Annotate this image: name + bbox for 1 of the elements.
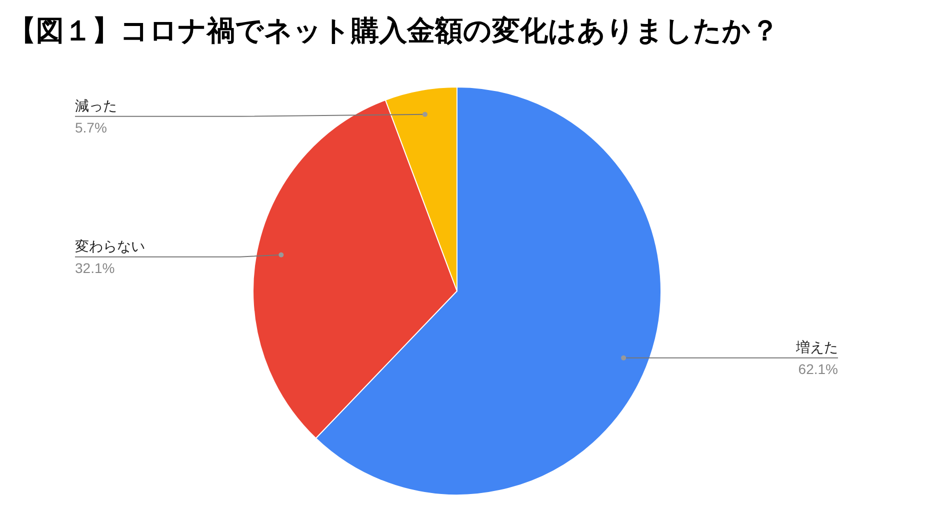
title: 【図１】コロナ禍でネット購入金額の変化はありましたか？ (8, 15, 779, 46)
